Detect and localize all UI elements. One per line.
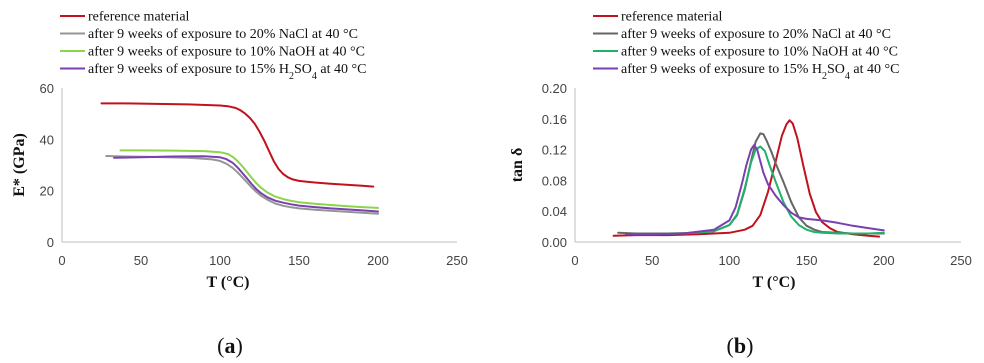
chart-panel-b: 0 50 100 150 200 250 0.00 0.04 0.08 0.12 0.16 0.20 T… [509,10,972,359]
x-tick-label: 250 [950,253,972,268]
series-line-2 [631,145,885,236]
panel-label-open: ( [727,333,734,358]
series-line-0 [612,119,881,238]
x-tick-label: 150 [796,253,818,268]
series-line-3 [625,144,885,236]
x-axis-title: T (°C) [207,274,250,291]
y-tick-label: 60 [40,81,54,96]
x-tick-label: 100 [209,253,231,268]
x-tick-label: 50 [645,253,659,268]
legend-label-part: 4 [845,71,850,82]
x-tick-label: 0 [571,253,578,268]
y-tick-label: 20 [40,184,54,199]
legend-label-part: at 40 °C [850,62,900,77]
legend: reference material after 9 weeks of expos… [60,10,366,82]
legend-label-1: after 9 weeks of exposure to 20% NaCl at… [88,27,358,42]
panel-label-letter: a [225,333,236,358]
panel-label: (a) [217,333,243,358]
legend-label-part: at 40 °C [317,62,367,77]
y-tick-label: 0.16 [542,112,567,127]
legend-label-1: after 9 weeks of exposure to 20% NaCl at… [621,27,891,42]
x-tick-label: 200 [367,253,389,268]
legend-label-part: 2 [822,71,827,82]
panel-label-close: ) [236,333,243,358]
y-tick-label: 0.20 [542,81,567,96]
legend-label-2: after 9 weeks of exposure to 10% NaOH at… [88,45,365,60]
y-tick-label: 0.08 [542,173,567,188]
x-tick-label: 50 [134,253,148,268]
legend-label-part: SO [294,62,312,77]
legend-label-0: reference material [88,10,190,25]
y-tick-label: 40 [40,132,54,147]
legend-label-part: after 9 weeks of exposure to 15% H [621,62,822,77]
y-tick-label: 0.04 [542,204,567,219]
y-axis-title: tan δ [509,148,526,183]
x-tick-label: 150 [288,253,310,268]
y-tick-label: 0 [47,235,54,250]
chart-panel-a: 0 50 100 150 200 250 0 20 40 60 T (°C) E* (GPa) refe… [11,10,468,359]
panel-label-letter: b [734,333,746,358]
x-axis-title: T (°C) [753,274,796,291]
panel-label: (b) [727,333,754,358]
legend-label-part: 4 [312,71,317,82]
legend-label-part: after 9 weeks of exposure to 15% H [88,62,289,77]
series-line-2 [119,149,379,209]
y-axis-title: E* (GPa) [11,133,28,197]
series-line-1 [105,155,379,215]
legend-label-part: SO [827,62,845,77]
x-tick-label: 200 [873,253,895,268]
legend-label-0: reference material [621,10,723,25]
series-line-3 [113,155,379,213]
series-line-0 [100,102,375,188]
legend-label-3: after 9 weeks of exposure to 15% H2SO4 a… [621,62,899,82]
legend: reference material after 9 weeks of expos… [593,10,899,82]
panel-label-close: ) [746,333,753,358]
y-tick-label: 0.12 [542,143,567,158]
legend-label-part: 2 [289,71,294,82]
x-tick-label: 0 [58,253,65,268]
panel-label-open: ( [217,333,224,358]
y-tick-label: 0.00 [542,235,567,250]
x-tick-label: 250 [446,253,468,268]
legend-label-3: after 9 weeks of exposure to 15% H2SO4 a… [88,62,366,82]
x-tick-label: 100 [719,253,741,268]
legend-label-2: after 9 weeks of exposure to 10% NaOH at… [621,45,898,60]
